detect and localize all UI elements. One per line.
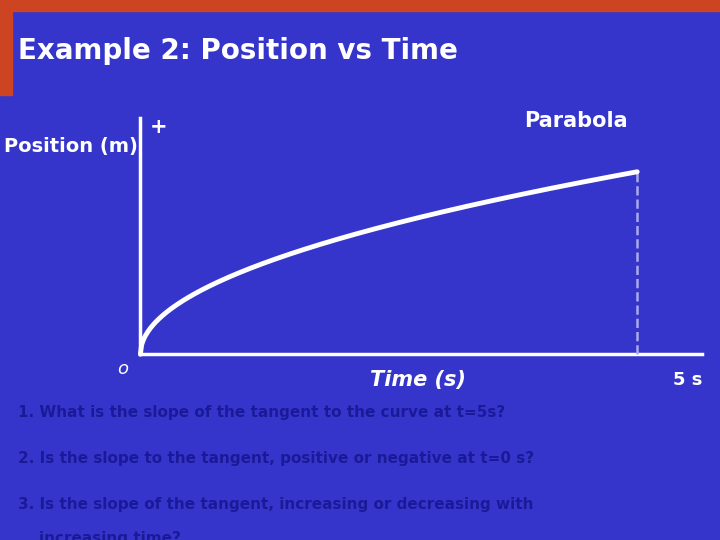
Text: increasing time?: increasing time? [18, 531, 181, 540]
Text: 1. What is the slope of the tangent to the curve at t=5s?: 1. What is the slope of the tangent to t… [18, 404, 505, 420]
Text: Time (s): Time (s) [369, 370, 466, 390]
Text: o: o [117, 360, 128, 377]
Text: Example 2: Position vs Time: Example 2: Position vs Time [18, 37, 458, 65]
Text: +: + [150, 117, 167, 137]
Text: 5 s: 5 s [673, 372, 702, 389]
Text: 2. Is the slope to the tangent, positive or negative at t=0 s?: 2. Is the slope to the tangent, positive… [18, 451, 534, 465]
Text: 3. Is the slope of the tangent, increasing or decreasing with: 3. Is the slope of the tangent, increasi… [18, 497, 534, 512]
Text: Position (m): Position (m) [4, 138, 138, 157]
Bar [0, 0, 720, 11]
Bar [0, 0, 12, 94]
Text: Parabola: Parabola [524, 111, 628, 131]
